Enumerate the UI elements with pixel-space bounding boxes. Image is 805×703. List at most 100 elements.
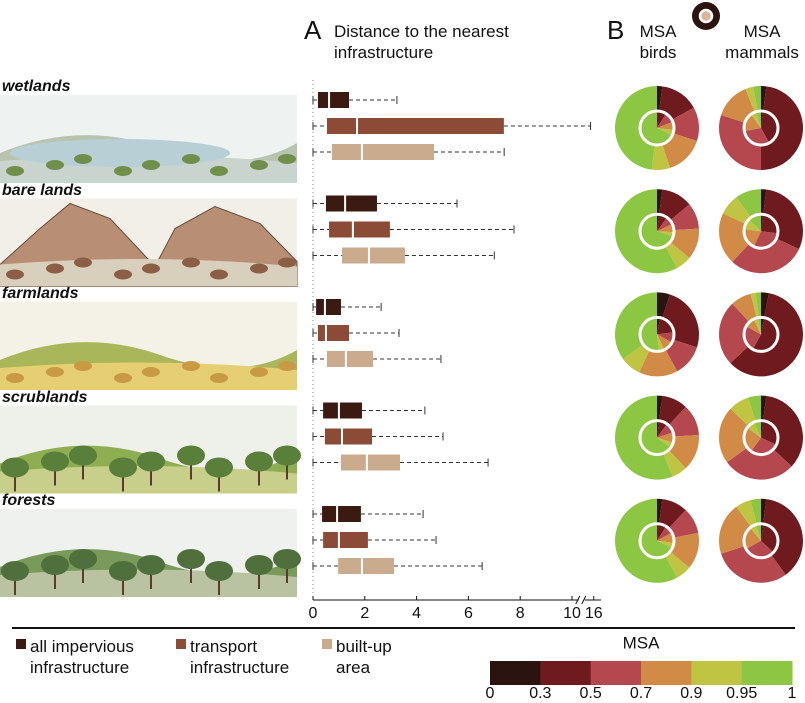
colorbar-segment — [590, 661, 642, 685]
panel-letter: A — [304, 15, 322, 45]
illustration-shrub — [182, 257, 200, 268]
outer-segment — [670, 228, 699, 258]
outer-segment — [651, 144, 670, 170]
pie-key-icon — [698, 8, 714, 24]
outer-segment — [719, 408, 749, 463]
inner-segment — [657, 532, 674, 543]
x-tick-label: 6 — [464, 605, 473, 622]
outer-segment — [761, 498, 767, 524]
illustration-shrub — [142, 160, 160, 170]
ring-divider — [742, 109, 780, 147]
box — [322, 506, 361, 522]
inner-segment — [746, 540, 774, 558]
illustration-tree — [69, 549, 97, 569]
inner-segment — [744, 219, 761, 232]
colorbar-segment — [641, 661, 692, 685]
illustration-shrub — [278, 154, 296, 164]
outer-segment — [665, 339, 697, 372]
outer-segment — [668, 510, 699, 538]
illustration-shrub — [6, 373, 24, 383]
outer-segment — [662, 294, 700, 348]
colorbar-segment — [540, 661, 592, 685]
illustration-shrub — [210, 373, 228, 383]
illustration-shrub — [142, 367, 160, 377]
illustration-shrub — [46, 263, 64, 274]
inner-segment — [753, 317, 761, 335]
box — [317, 325, 350, 341]
inner-segment — [761, 111, 764, 128]
inner-segment — [657, 317, 661, 335]
outer-segment — [663, 449, 686, 477]
inner-segment — [752, 317, 778, 352]
panel-title: Distance to the nearest infrastructure — [334, 22, 509, 62]
outer-segment — [623, 344, 650, 373]
illustration-tree — [109, 561, 137, 581]
illustration-shrub — [74, 154, 92, 164]
ring-divider — [638, 419, 676, 457]
illustration-shrub — [278, 257, 296, 268]
outer-segment — [657, 395, 663, 421]
outer-segment — [727, 447, 792, 480]
row-label: scrublands — [2, 388, 88, 406]
illustration-shrub — [46, 367, 64, 377]
illustration-shrub — [114, 373, 132, 383]
inner-segment — [657, 420, 660, 438]
outer-segment — [761, 292, 769, 318]
outer-segment — [730, 293, 804, 377]
illustration-shrub — [114, 269, 132, 280]
ring-divider — [638, 315, 676, 353]
illustration-tree — [205, 561, 233, 581]
row-label: farmlands — [2, 285, 79, 302]
illustration-shrub — [46, 160, 64, 170]
outer-segment — [657, 189, 663, 215]
inner-segment — [757, 317, 761, 335]
outer-segment — [639, 349, 678, 377]
outer-segment — [730, 397, 756, 426]
ring-divider — [638, 109, 676, 147]
illustration-shrub — [74, 257, 92, 268]
outer-segment — [755, 292, 761, 318]
inner-segment — [657, 420, 667, 438]
illustration-tree — [69, 445, 97, 466]
colorbar-tick-label: 0.3 — [529, 685, 551, 702]
illustration-shrub — [278, 361, 296, 371]
inner-segment — [657, 523, 659, 541]
legend-label: built-up area — [336, 637, 392, 677]
box — [340, 454, 401, 471]
illustration-shrub — [114, 166, 132, 176]
inner-segment — [657, 437, 674, 448]
inner-segment — [755, 111, 761, 128]
inner-segment — [744, 527, 761, 549]
outer-segment — [614, 86, 657, 170]
illustration-tree — [41, 451, 69, 472]
inner-segment — [657, 523, 667, 541]
outer-segment — [763, 395, 803, 467]
inner-segment — [761, 523, 764, 541]
illustration-tree — [273, 445, 301, 466]
box — [326, 351, 374, 367]
inner-segment — [744, 427, 761, 452]
colorbar-tick-label: 0 — [486, 685, 495, 702]
inner-segment — [657, 121, 675, 131]
inner-segment — [751, 111, 761, 128]
outer-segment — [761, 395, 767, 421]
outer-segment — [736, 189, 761, 218]
colorbar-segment — [490, 661, 541, 685]
outer-segment — [615, 498, 678, 583]
outer-segment — [761, 86, 804, 170]
outer-segment — [719, 213, 750, 262]
x-tick-label: 16 — [585, 605, 603, 622]
colorbar-segment — [691, 661, 743, 685]
illustration-tree — [177, 445, 205, 466]
illustration-shrub — [210, 166, 228, 176]
outer-segment — [748, 395, 761, 422]
outer-segment — [668, 434, 699, 469]
legend-swatch — [176, 639, 186, 649]
inner-segment — [657, 432, 675, 443]
illustration-shrub — [250, 263, 268, 274]
row-label: bare lands — [2, 181, 83, 199]
outer-segment — [761, 189, 767, 215]
illustration-tree — [245, 451, 273, 472]
inner-segment — [640, 317, 660, 352]
